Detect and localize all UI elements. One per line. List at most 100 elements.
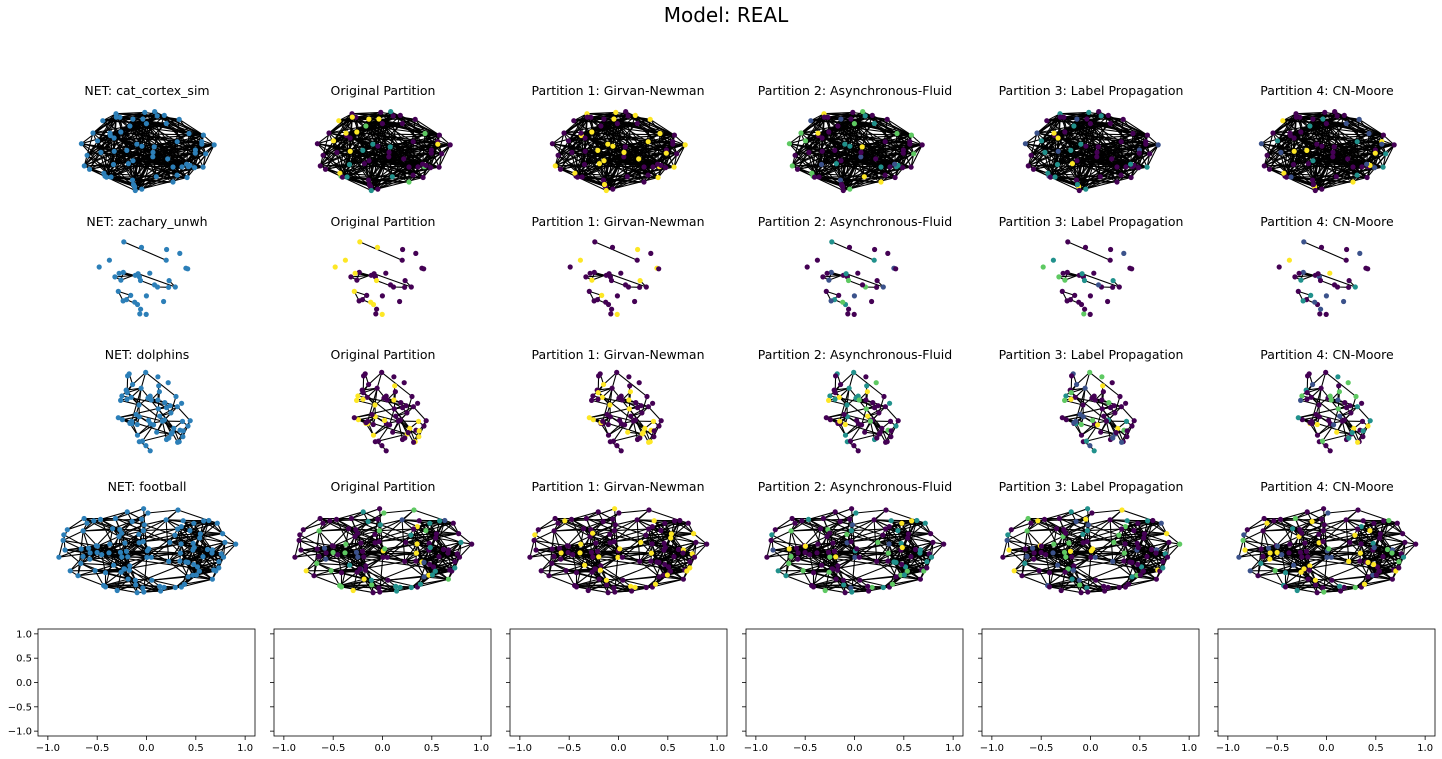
graph-node <box>1080 402 1086 408</box>
graph-node <box>383 448 389 454</box>
graph-node <box>379 369 385 375</box>
graph-node <box>119 554 125 560</box>
graph-node <box>1335 374 1341 380</box>
graph-node <box>842 421 848 428</box>
graph-node <box>90 130 96 136</box>
graph-node <box>1312 187 1318 194</box>
graph-node <box>1112 410 1118 416</box>
graph-node <box>869 112 875 118</box>
graph-edge <box>1096 141 1122 158</box>
graph-node <box>1347 403 1353 409</box>
network-panel: Original Partition <box>331 214 435 317</box>
graph-node <box>1077 411 1083 418</box>
graph-node <box>363 123 369 129</box>
graph-node <box>125 373 131 379</box>
graph-node <box>206 517 212 524</box>
graph-node <box>1074 381 1080 388</box>
network-panel: Partition 2: Asynchronous-Fluid <box>758 214 952 317</box>
graph-node <box>851 369 857 375</box>
graph-edge <box>345 116 353 134</box>
graph-node <box>600 418 606 424</box>
graph-node <box>847 143 853 149</box>
graph-node <box>192 150 198 156</box>
graph-node <box>1318 244 1325 250</box>
graph-node <box>170 164 176 170</box>
graph-edge <box>1096 151 1122 176</box>
graph-edge <box>199 533 213 551</box>
graph-edge <box>388 143 438 153</box>
graph-node <box>1341 112 1347 118</box>
graph-node <box>638 403 644 409</box>
graph-edge <box>346 141 438 178</box>
graph-node <box>173 393 179 400</box>
graph-node <box>233 541 239 547</box>
graph-edge <box>320 163 350 167</box>
graph-node <box>140 116 146 122</box>
graph-node <box>1323 121 1329 127</box>
graph-edge <box>821 143 846 165</box>
graph-node <box>164 246 170 253</box>
graph-node <box>118 129 124 135</box>
graph-node <box>578 130 584 136</box>
graph-node <box>1116 284 1122 290</box>
graph-node <box>416 434 422 440</box>
graph-edge <box>860 144 923 158</box>
graph-edge <box>1138 144 1159 168</box>
network-grid: NET: cat_cortex_sim Original Partition Par… <box>56 83 1419 596</box>
graph-node <box>1379 141 1385 147</box>
graph-node <box>596 161 603 167</box>
graph-node <box>603 187 609 194</box>
graph-edge <box>83 132 94 167</box>
graph-edge <box>1280 143 1317 153</box>
graph-edge <box>591 131 626 148</box>
graph-edge <box>1121 141 1159 146</box>
graph-node <box>1059 415 1065 421</box>
graph-edge <box>647 406 662 422</box>
graph-edge <box>1040 140 1056 178</box>
graph-node <box>863 397 869 403</box>
graph-node <box>365 177 372 183</box>
graph-node <box>1346 278 1352 284</box>
nodes <box>1059 369 1137 454</box>
graph-node <box>555 152 561 158</box>
graph-edge <box>1312 371 1327 385</box>
graph-edge <box>1277 140 1334 153</box>
graph-edge <box>388 151 414 176</box>
graph-node <box>650 418 657 424</box>
graph-edge <box>1341 420 1348 440</box>
graph-edge <box>826 417 880 435</box>
graph-node <box>1339 418 1345 424</box>
graph-edge <box>1264 163 1294 167</box>
graph-node <box>337 170 343 176</box>
graph-edge <box>113 143 138 165</box>
graph-node <box>608 277 615 284</box>
graph-node <box>209 576 215 582</box>
graph-node <box>584 114 590 120</box>
graph-edge <box>1062 405 1115 419</box>
graph-node <box>1343 120 1349 127</box>
graph-node <box>1121 250 1127 256</box>
graph-edge <box>836 163 886 176</box>
graph-node <box>878 164 884 170</box>
graph-node <box>1091 393 1097 399</box>
network-panel: Partition 4: CN-Moore <box>1260 214 1394 317</box>
graph-edge <box>1041 113 1061 142</box>
graph-node <box>216 559 222 565</box>
graph-edge <box>1357 141 1395 146</box>
graph-node <box>397 112 403 118</box>
graph-node <box>1356 116 1362 122</box>
graph-node <box>1076 299 1082 305</box>
graph-node <box>356 298 362 304</box>
graph-node <box>1349 430 1355 436</box>
network-panel: NET: zachary_unwh <box>86 214 208 317</box>
graph-node <box>174 404 180 410</box>
graph-node <box>94 549 100 556</box>
graph-node <box>172 584 178 591</box>
graph-node <box>1118 139 1124 145</box>
graph-node <box>1314 421 1320 428</box>
graph-node <box>86 545 92 551</box>
graph-node <box>169 430 175 436</box>
graph-edge <box>438 144 451 168</box>
graph-node <box>1114 164 1120 170</box>
graph-node <box>139 143 145 149</box>
